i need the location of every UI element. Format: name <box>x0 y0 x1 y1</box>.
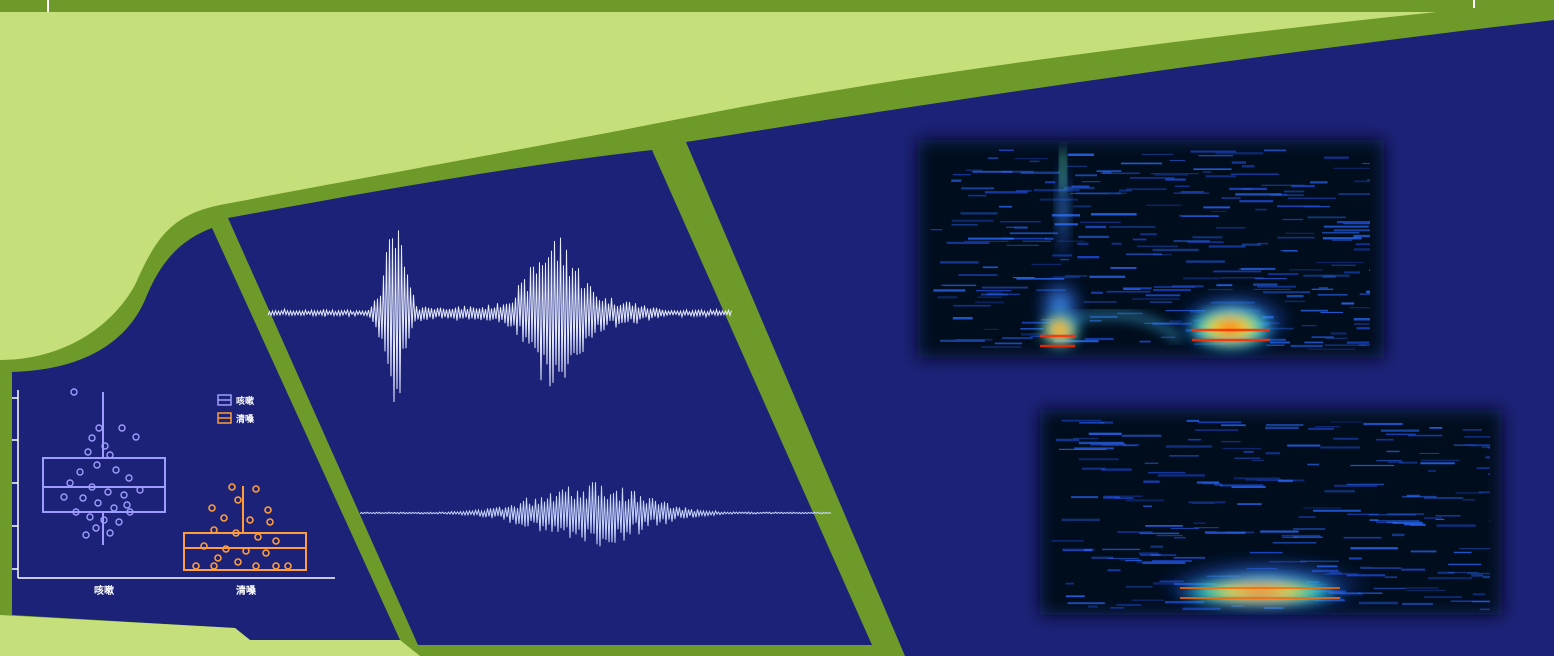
legend-label-cough: 咳嗽 <box>236 395 254 407</box>
x-tick-label-cough: 咳嗽 <box>94 584 114 597</box>
harmonic-bands-2 <box>1180 587 1340 599</box>
harmonic-bands <box>1040 328 1270 348</box>
cough-points <box>60 388 144 539</box>
throat-clear-points <box>192 483 292 570</box>
cough-spectrogram <box>918 140 1384 358</box>
legend-item-throat-clear: 清嗓 <box>217 412 255 425</box>
cough-box <box>42 392 166 545</box>
box-plot-chart: 咳嗽 清嗓 咳嗽 清嗓 <box>12 388 335 597</box>
cough-waveform <box>267 230 732 403</box>
throat-clear-waveform <box>359 482 832 547</box>
x-tick-label-throat-clear: 清嗓 <box>236 584 257 597</box>
throat-clear-spectrogram <box>1040 410 1502 615</box>
boxplot-panel <box>12 228 400 640</box>
legend: 咳嗽 清嗓 <box>217 394 255 425</box>
top-strip <box>0 0 1554 12</box>
legend-item-cough: 咳嗽 <box>217 394 254 407</box>
y-ticks <box>12 397 18 570</box>
bottom-left-strip <box>0 615 420 656</box>
legend-label-throat-clear: 清嗓 <box>236 413 255 425</box>
